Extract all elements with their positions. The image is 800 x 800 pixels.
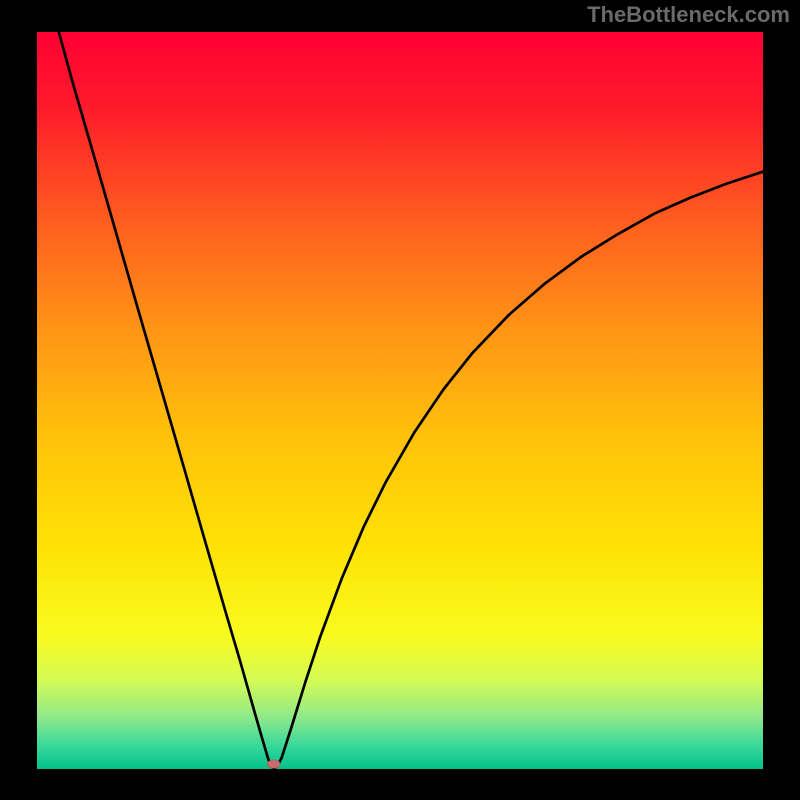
plot-area <box>37 32 763 769</box>
watermark-text: TheBottleneck.com <box>587 2 790 27</box>
optimum-marker <box>267 760 280 768</box>
bottleneck-chart: TheBottleneck.com <box>0 0 800 800</box>
